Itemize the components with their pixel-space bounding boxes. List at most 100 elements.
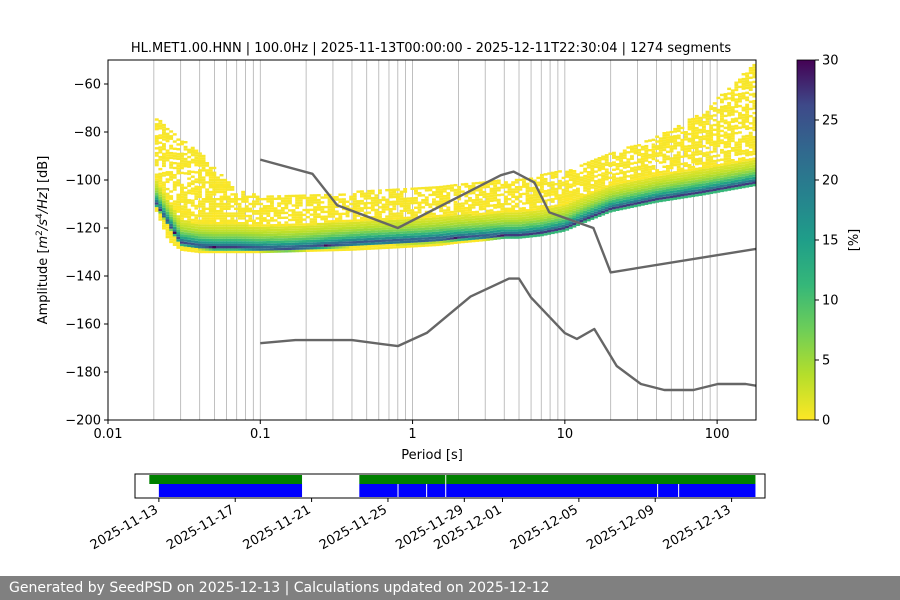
- heat-cell: [741, 173, 746, 177]
- heat-cell: [482, 214, 487, 218]
- heat-cell: [241, 250, 246, 254]
- heat-cell: [705, 163, 710, 166]
- heat-cell: [226, 202, 231, 206]
- heat-cell: [734, 86, 739, 89]
- heat-cell: [219, 226, 224, 230]
- heat-cell: [244, 248, 249, 251]
- heat-cell: [442, 185, 447, 188]
- heat-cell: [586, 185, 591, 188]
- heat-cell: [158, 196, 163, 200]
- heat-cell: [198, 164, 202, 167]
- heat-cell: [208, 222, 213, 225]
- heat-cell: [363, 221, 368, 224]
- heat-cell: [550, 176, 555, 179]
- heat-cell: [406, 230, 411, 234]
- heat-cell: [342, 200, 346, 204]
- heat-cell: [687, 168, 692, 172]
- heat-cell: [392, 195, 397, 199]
- heat-cell: [360, 199, 364, 203]
- heat-cell: [615, 182, 620, 185]
- heat-cell: [626, 175, 631, 178]
- heat-cell: [460, 204, 465, 208]
- heat-cell: [205, 181, 210, 184]
- heat-cell: [255, 229, 260, 232]
- heat-cell: [543, 213, 548, 217]
- heat-cell: [558, 230, 562, 233]
- heat-cell: [594, 165, 598, 169]
- heat-cell: [504, 234, 508, 237]
- heat-cell: [388, 246, 393, 249]
- heat-cell: [381, 225, 386, 228]
- heat-cell: [259, 207, 264, 210]
- heat-cell: [478, 181, 483, 185]
- heat-cell: [284, 242, 289, 246]
- heat-cell: [180, 195, 184, 199]
- heat-cell: [241, 193, 246, 196]
- heat-cell: [291, 242, 296, 246]
- heat-cell: [154, 173, 159, 176]
- heat-cell: [572, 225, 577, 228]
- heat-cell: [194, 250, 199, 253]
- heat-cell: [691, 122, 696, 126]
- heat-cell: [666, 136, 670, 139]
- heat-cell: [720, 184, 724, 188]
- heat-cell: [158, 175, 163, 178]
- heat-cell: [712, 176, 717, 180]
- heat-cell: [547, 230, 552, 233]
- heat-cell: [190, 189, 195, 193]
- heat-cell: [162, 183, 166, 187]
- heat-cell: [709, 174, 714, 178]
- heat-cell: [669, 150, 674, 153]
- heat-cell: [586, 206, 591, 210]
- heat-cell: [504, 219, 508, 222]
- heat-cell: [687, 137, 692, 141]
- heat-cell: [421, 237, 426, 240]
- heat-cell: [496, 181, 501, 185]
- heat-cell: [558, 213, 562, 216]
- heat-cell: [237, 214, 242, 218]
- heat-cell: [561, 205, 566, 208]
- heat-cell: [306, 227, 310, 231]
- heat-cell: [370, 235, 375, 238]
- heat-cell: [745, 161, 750, 164]
- heat-cell: [219, 231, 224, 234]
- heat-cell: [453, 227, 458, 230]
- heat-cell: [428, 222, 433, 225]
- heat-cell: [720, 170, 724, 173]
- heat-cell: [529, 203, 534, 207]
- heat-cell: [644, 140, 649, 143]
- heat-cell: [183, 220, 188, 223]
- heat-cell: [270, 240, 274, 244]
- heat-cell: [723, 174, 728, 178]
- heat-cell: [216, 210, 220, 213]
- heat-cell: [590, 210, 595, 213]
- heat-cell: [518, 231, 523, 234]
- heat-cell: [237, 250, 242, 254]
- heat-cell: [702, 188, 706, 191]
- heat-cell: [154, 207, 159, 210]
- heat-cell: [536, 210, 541, 213]
- heat-cell: [594, 206, 598, 209]
- heat-cell: [280, 250, 285, 253]
- heat-cell: [468, 228, 472, 231]
- heat-cell: [752, 121, 756, 124]
- heat-cell: [158, 136, 163, 140]
- heat-cell: [752, 159, 756, 163]
- heat-cell: [658, 154, 663, 157]
- heat-cell: [284, 221, 289, 224]
- heat-cell: [201, 250, 206, 254]
- heat-cell: [500, 207, 505, 211]
- heat-cell: [439, 228, 444, 232]
- heat-cell: [651, 181, 656, 185]
- heat-cell: [486, 202, 490, 205]
- heat-cell: [259, 229, 264, 232]
- heat-cell: [399, 219, 404, 222]
- heat-cell: [190, 247, 195, 250]
- heat-cell: [644, 173, 649, 177]
- heat-cell: [360, 247, 364, 251]
- heat-cell: [378, 234, 382, 238]
- heat-cell: [594, 170, 598, 173]
- data-gap: [445, 484, 447, 497]
- heat-cell: [338, 212, 343, 216]
- heat-cell: [198, 231, 202, 234]
